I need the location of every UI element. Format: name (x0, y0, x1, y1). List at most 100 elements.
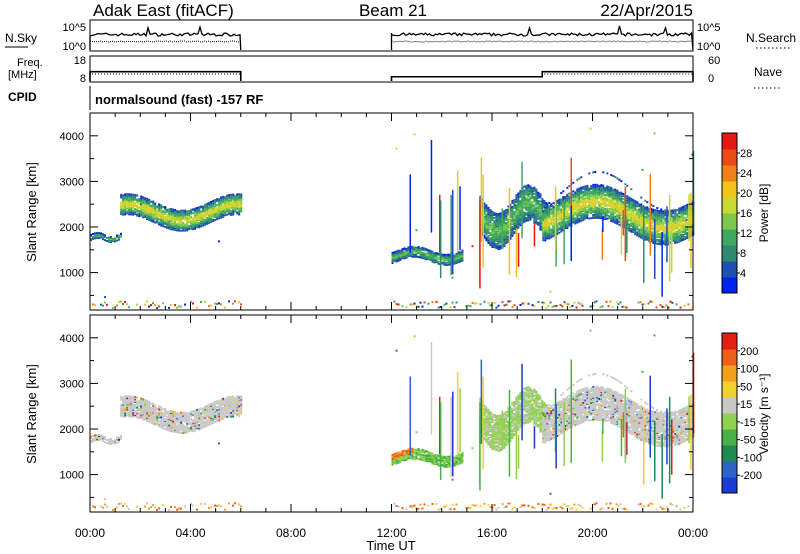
velocity-echo-cell (124, 395, 127, 398)
power-echo-cell (556, 224, 559, 227)
power-echo-cell (487, 234, 490, 237)
power-echo-cell (640, 221, 643, 224)
power-echo-cell (192, 208, 195, 211)
power-echo-cell (214, 216, 217, 219)
power-clutter-cell (224, 306, 226, 309)
power-echo-cell (539, 225, 542, 228)
power-clutter-cell (475, 302, 478, 305)
power-echo-cell (590, 191, 593, 194)
power-echo-cell (626, 216, 629, 219)
power-echo-cell (214, 213, 217, 216)
power-scatter-cell (395, 147, 398, 150)
power-clutter-cell (427, 302, 430, 305)
power-echo-cell (636, 219, 639, 222)
velocity-echo-cell (144, 407, 147, 410)
power-echo-cell (457, 258, 460, 261)
power-echo-cell (550, 222, 553, 225)
power-clutter-cell (593, 301, 596, 304)
power-echo-cell (413, 246, 416, 249)
power-clutter-cell (687, 303, 690, 306)
power-echo-cell (503, 239, 506, 241)
velocity-echo-cell (120, 395, 123, 398)
power-echo-cell (144, 212, 147, 215)
power-echo-cell (429, 252, 432, 255)
power-echo-cell (542, 218, 545, 221)
power-echo-cell (182, 214, 185, 217)
power-echo-cell (646, 229, 649, 232)
power-streak (666, 206, 668, 263)
power-echo-cell (146, 213, 149, 216)
freq-panel: Freq. [MHz] 18 8 60 0 Nave (8, 55, 782, 89)
power-echo-cell (598, 201, 601, 203)
power-echo-cell (180, 211, 183, 214)
power-echo-cell (126, 193, 129, 196)
power-echo-cell (96, 231, 98, 234)
power-echo-cell (132, 209, 135, 212)
power-echo-cell (560, 200, 563, 203)
power-echo-cell (483, 215, 486, 218)
power-echo-cell (499, 244, 502, 247)
power-echo-cell (588, 172, 591, 175)
power-echo-cell (660, 210, 663, 213)
power-echo-cell (525, 211, 528, 214)
power-echo-cell (429, 257, 432, 260)
power-echo-cell (152, 217, 155, 220)
power-echo-cell (533, 220, 536, 223)
power-echo-cell (230, 193, 233, 196)
power-echo-cell (562, 209, 565, 212)
power-colorbar-swatch (722, 261, 737, 278)
power-streak (482, 174, 484, 268)
power-echo-cell (608, 210, 611, 213)
power-echo-cell (220, 196, 223, 199)
power-clutter-cell (607, 305, 610, 308)
velocity-echo-cell (132, 395, 135, 398)
power-clutter-cell (637, 301, 640, 304)
power-echo-cell (531, 190, 534, 193)
velocity-echo-cell (92, 435, 94, 437)
velocity-echo-cell (130, 410, 133, 413)
velocity-echo-cell (132, 411, 135, 414)
power-clutter-cell (489, 304, 492, 307)
power-echo-cell (684, 236, 687, 238)
power-echo-cell (489, 240, 492, 243)
power-echo-cell (507, 218, 510, 221)
power-echo-cell (489, 218, 492, 221)
power-echo-cell (184, 217, 187, 220)
power-echo-cell (413, 250, 416, 253)
power-echo-cell (638, 208, 641, 211)
power-echo-cell (419, 249, 422, 252)
power-echo-cell (523, 192, 526, 195)
power-echo-cell (684, 206, 687, 209)
velocity-echo-cell (148, 400, 151, 403)
freq-tick-top: 18 (74, 55, 86, 67)
power-echo-cell (170, 213, 173, 215)
power-echo-cell (618, 202, 621, 205)
power-echo-cell (537, 221, 540, 224)
power-clutter-cell (575, 306, 578, 309)
power-clutter-cell (240, 303, 242, 306)
power-echo-cell (686, 234, 689, 237)
velocity-echo-cell (158, 420, 161, 423)
power-echo-cell (682, 233, 685, 236)
power-echo-cell (612, 215, 615, 218)
power-clutter-cell (619, 301, 622, 304)
power-echo-cell (644, 210, 647, 213)
power-echo-cell (662, 241, 665, 244)
power-echo-cell (435, 257, 438, 260)
power-echo-cell (686, 204, 689, 207)
power-echo-cell (511, 207, 514, 209)
power-clutter-cell (184, 303, 186, 306)
power-echo-cell (552, 224, 555, 227)
power-echo-cell (586, 213, 589, 216)
power-echo-cell (194, 217, 197, 220)
power-echo-cell (592, 190, 595, 193)
power-echo-cell (596, 188, 599, 191)
power-echo-cell (397, 256, 400, 259)
power-echo-cell (441, 253, 444, 256)
power-echo-cell (537, 199, 540, 202)
power-echo-cell (200, 225, 203, 228)
power-echo-cell (592, 183, 595, 186)
power-clutter-cell (679, 306, 682, 309)
power-echo-cell (684, 226, 687, 229)
velocity-echo-cell (132, 397, 135, 400)
